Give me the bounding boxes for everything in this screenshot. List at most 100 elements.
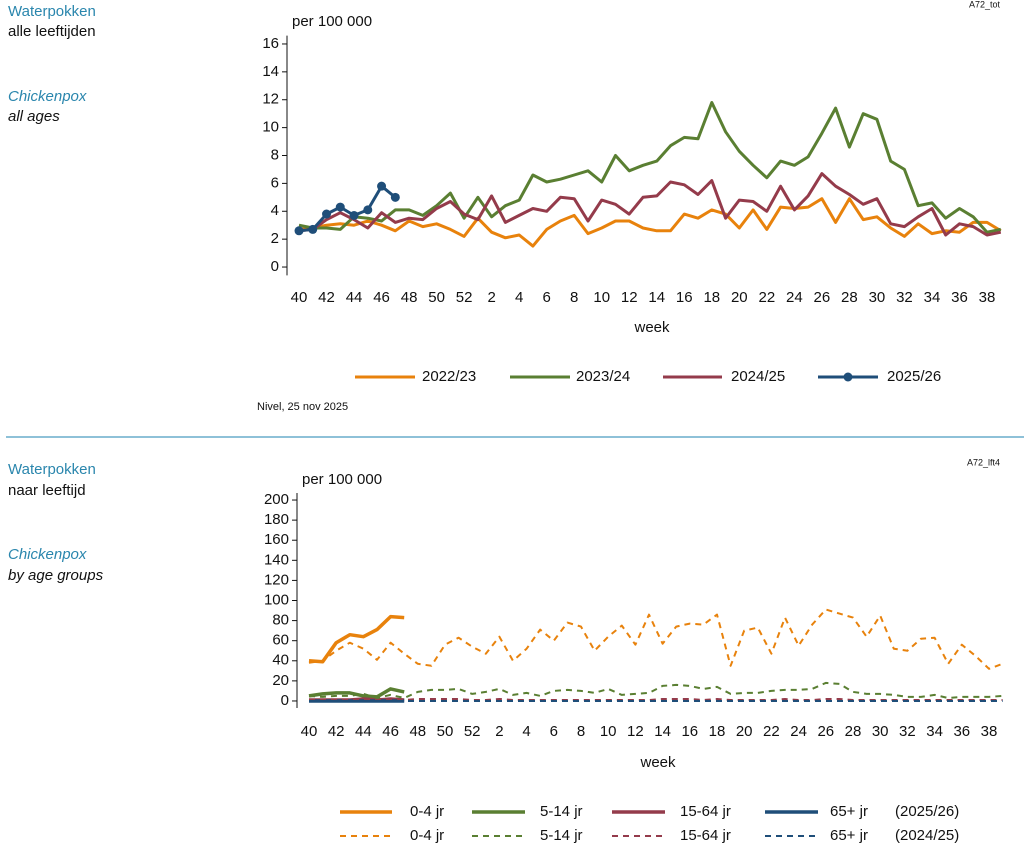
chart-code: A72_tot	[969, 0, 1001, 9]
x-tick-label: 26	[814, 289, 831, 306]
y-tick-label: 14	[262, 63, 279, 80]
x-tick-label: 34	[924, 289, 941, 306]
x-tick-label: 18	[709, 723, 726, 740]
legend-label: 5-14 jr	[540, 827, 583, 844]
point	[308, 224, 318, 234]
x-tick-label: 46	[373, 289, 390, 306]
x-tick-label: 30	[869, 289, 886, 306]
heading-en-sub: by age groups	[8, 567, 104, 584]
y-tick-label: 6	[271, 174, 279, 191]
x-tick-label: 4	[522, 723, 530, 740]
x-tick-label: 12	[621, 289, 638, 306]
x-tick-label: 2	[495, 723, 503, 740]
point	[294, 226, 304, 236]
y-tick-label: 60	[272, 632, 289, 649]
x-tick-label: 34	[926, 723, 943, 740]
x-tick-label: 26	[817, 723, 834, 740]
x-tick-label: 6	[543, 289, 551, 306]
y-axis-label: per 100 000	[292, 13, 372, 30]
x-tick-label: 4	[515, 289, 523, 306]
y-tick-label: 20	[272, 672, 289, 689]
y-tick-label: 0	[281, 692, 289, 709]
legend-label: 2025/26	[887, 368, 941, 385]
chart-code: A72_lft4	[967, 457, 1000, 467]
y-tick-label: 0	[271, 258, 279, 275]
x-tick-label: 20	[736, 723, 753, 740]
legend-label: 15-64 jr	[680, 803, 731, 820]
x-tick-label: 44	[355, 723, 372, 740]
point	[322, 209, 332, 219]
series-line	[298, 197, 1002, 248]
series-line	[298, 101, 1002, 234]
legend-label: 0-4 jr	[410, 827, 444, 844]
y-tick-label: 2	[271, 230, 279, 247]
x-tick-label: 22	[758, 289, 775, 306]
x-tick-label: 24	[786, 289, 803, 306]
x-tick-label: 14	[648, 289, 665, 306]
x-tick-label: 50	[428, 289, 445, 306]
series-line	[309, 698, 1003, 701]
x-tick-label: 50	[437, 723, 454, 740]
x-axis-label: week	[633, 319, 670, 336]
x-tick-label: 42	[328, 723, 345, 740]
point	[363, 205, 373, 215]
x-tick-label: 52	[456, 289, 473, 306]
x-tick-label: 8	[577, 723, 585, 740]
x-tick-label: 32	[896, 289, 913, 306]
point	[349, 210, 359, 220]
heading-nl-sub: naar leeftijd	[8, 482, 86, 499]
x-tick-label: 12	[627, 723, 644, 740]
legend-label: 15-64 jr	[680, 827, 731, 844]
heading-en: Chickenpox	[8, 88, 87, 105]
y-tick-label: 100	[264, 591, 289, 608]
x-tick-label: 32	[899, 723, 916, 740]
x-tick-label: 38	[979, 289, 996, 306]
x-tick-label: 30	[872, 723, 889, 740]
y-tick-label: 10	[262, 119, 279, 136]
legend-label: 2022/23	[422, 368, 476, 385]
heading-en-sub: all ages	[8, 108, 60, 125]
y-tick-label: 40	[272, 652, 289, 669]
y-axis-label: per 100 000	[302, 471, 382, 488]
legend-row-label: (2024/25)	[895, 827, 959, 844]
source: Nivel, 25 nov 2025	[257, 401, 348, 413]
legend-marker	[843, 372, 853, 382]
x-tick-label: 18	[703, 289, 720, 306]
x-tick-label: 42	[318, 289, 335, 306]
x-tick-label: 38	[981, 723, 998, 740]
x-tick-label: 28	[841, 289, 858, 306]
point	[377, 181, 387, 191]
heading-en: Chickenpox	[8, 546, 87, 563]
legend-row-label: (2025/26)	[895, 803, 959, 820]
x-tick-label: 22	[763, 723, 780, 740]
x-tick-label: 16	[681, 723, 698, 740]
heading-nl: Waterpokken	[8, 461, 96, 478]
x-tick-label: 14	[654, 723, 671, 740]
legend-label: 2024/25	[731, 368, 785, 385]
y-tick-label: 200	[264, 491, 289, 508]
x-tick-label: 20	[731, 289, 748, 306]
y-tick-label: 160	[264, 531, 289, 548]
x-tick-label: 36	[953, 723, 970, 740]
point	[335, 202, 345, 212]
y-tick-label: 120	[264, 571, 289, 588]
y-tick-label: 16	[262, 35, 279, 52]
x-tick-label: 10	[593, 289, 610, 306]
heading-nl: Waterpokken	[8, 3, 96, 20]
x-tick-label: 24	[790, 723, 807, 740]
legend-label: 5-14 jr	[540, 803, 583, 820]
x-tick-label: 48	[401, 289, 418, 306]
y-tick-label: 80	[272, 612, 289, 629]
x-tick-label: 28	[845, 723, 862, 740]
point	[390, 192, 400, 202]
series-line	[308, 681, 1003, 699]
series-line	[308, 614, 405, 664]
x-tick-label: 40	[291, 289, 308, 306]
legend-label: 65+ jr	[830, 827, 868, 844]
x-tick-label: 52	[464, 723, 481, 740]
x-tick-label: 2	[487, 289, 495, 306]
heading-nl-sub: alle leeftijden	[8, 23, 96, 40]
x-tick-label: 10	[600, 723, 617, 740]
y-tick-label: 180	[264, 511, 289, 528]
